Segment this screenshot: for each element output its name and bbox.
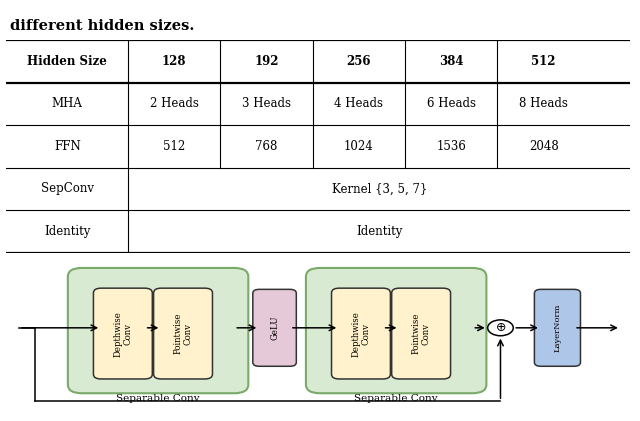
Text: different hidden sizes.: different hidden sizes.	[10, 19, 194, 33]
Text: 192: 192	[254, 55, 279, 68]
FancyBboxPatch shape	[332, 288, 390, 379]
FancyBboxPatch shape	[154, 288, 212, 379]
Text: Pointwise
Conv: Pointwise Conv	[412, 313, 431, 354]
Text: Separable Conv: Separable Conv	[116, 394, 200, 403]
Text: $\oplus$: $\oplus$	[495, 321, 506, 334]
Text: 256: 256	[347, 55, 371, 68]
Text: Pointwise
Conv: Pointwise Conv	[173, 313, 193, 354]
Text: Identity: Identity	[356, 225, 403, 238]
FancyBboxPatch shape	[253, 289, 296, 366]
Text: Depthwise
Conv: Depthwise Conv	[351, 311, 371, 357]
Text: Separable Conv: Separable Conv	[355, 394, 438, 403]
Text: 4 Heads: 4 Heads	[335, 97, 383, 110]
Text: 3 Heads: 3 Heads	[242, 97, 291, 110]
Text: 8 Heads: 8 Heads	[519, 97, 568, 110]
Text: Kernel {3, 5, 7}: Kernel {3, 5, 7}	[332, 182, 427, 195]
FancyBboxPatch shape	[93, 288, 152, 379]
FancyBboxPatch shape	[306, 268, 486, 393]
Text: 512: 512	[531, 55, 556, 68]
Text: 1536: 1536	[436, 140, 467, 153]
Text: GeLU: GeLU	[270, 315, 279, 340]
Text: 6 Heads: 6 Heads	[427, 97, 476, 110]
Text: 1024: 1024	[344, 140, 374, 153]
Text: Hidden Size: Hidden Size	[28, 55, 107, 68]
FancyBboxPatch shape	[392, 288, 451, 379]
Text: 384: 384	[439, 55, 463, 68]
Text: 768: 768	[255, 140, 278, 153]
Text: 512: 512	[163, 140, 186, 153]
Circle shape	[488, 320, 513, 336]
Text: 128: 128	[162, 55, 186, 68]
Text: Identity: Identity	[44, 225, 90, 238]
Text: SepConv: SepConv	[41, 182, 93, 195]
Text: 2048: 2048	[529, 140, 559, 153]
Text: MHA: MHA	[52, 97, 83, 110]
Text: 2 Heads: 2 Heads	[150, 97, 198, 110]
Text: LayerNorm: LayerNorm	[554, 304, 561, 352]
FancyBboxPatch shape	[68, 268, 248, 393]
Text: FFN: FFN	[54, 140, 81, 153]
FancyBboxPatch shape	[534, 289, 580, 366]
Text: Depthwise
Conv: Depthwise Conv	[113, 311, 132, 357]
